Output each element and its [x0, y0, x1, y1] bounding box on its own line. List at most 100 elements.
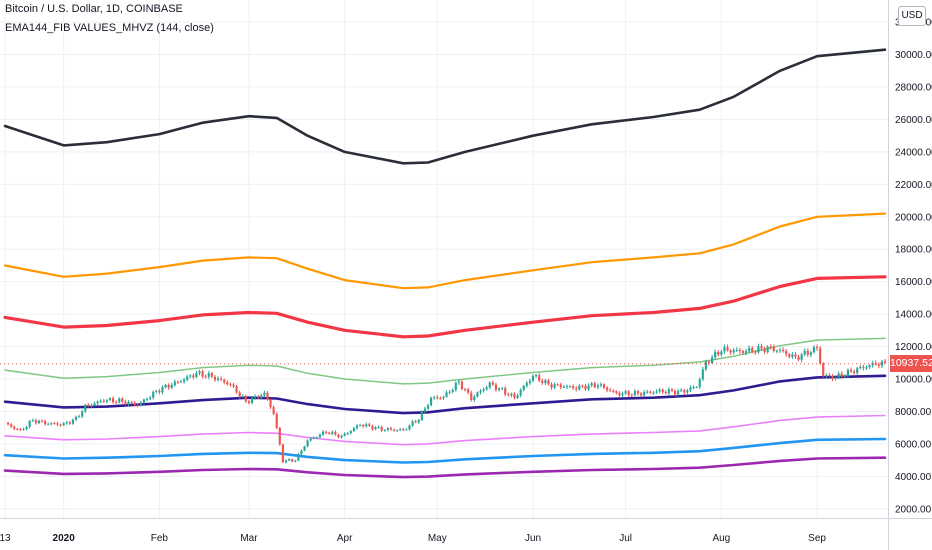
- candle-body: [785, 351, 788, 355]
- candle-body: [868, 365, 871, 368]
- candle-body: [501, 388, 504, 390]
- candle-body: [494, 384, 498, 390]
- candle-body: [186, 376, 189, 380]
- candle-body: [831, 375, 834, 379]
- candle-body: [71, 419, 75, 424]
- indicator-legend[interactable]: EMA144_FIB VALUES_MHVZ (144, close): [5, 22, 214, 34]
- candle-body: [711, 357, 714, 363]
- candle-body: [680, 390, 683, 392]
- candle-body: [161, 387, 164, 393]
- candle-body: [683, 390, 686, 393]
- candle-body: [837, 373, 840, 378]
- candle-body: [111, 398, 115, 403]
- currency-button[interactable]: USD: [898, 6, 926, 26]
- candle-body: [646, 391, 649, 393]
- candle-body: [294, 460, 297, 462]
- candle-body: [349, 430, 352, 434]
- candle-body: [343, 433, 346, 436]
- candle-body: [445, 392, 448, 397]
- candle-body: [633, 391, 636, 396]
- candle-body: [677, 390, 680, 395]
- x-tick-label: Sep: [808, 533, 826, 544]
- candle-body: [220, 378, 223, 380]
- candle-body: [504, 388, 507, 395]
- candle-body: [726, 347, 729, 351]
- time-axis[interactable]: 13 2020 Feb Mar Apr May Jun Jul Aug Sep: [0, 518, 932, 545]
- candle-body: [176, 381, 179, 383]
- candle-body: [414, 421, 417, 423]
- candle-body: [7, 423, 10, 425]
- candle-body: [78, 416, 81, 418]
- candle-body: [34, 420, 37, 424]
- candle-body: [704, 361, 707, 370]
- candle-body: [291, 459, 294, 462]
- candle-body: [849, 369, 853, 372]
- candle-body: [661, 389, 664, 393]
- candle-body: [766, 346, 769, 352]
- candle-body: [880, 361, 883, 366]
- candle-body: [877, 364, 880, 366]
- candle-body: [28, 421, 31, 427]
- candle-body: [340, 435, 343, 438]
- candle-body: [735, 349, 738, 351]
- candle-body: [751, 348, 754, 352]
- last-price-label: 10937.52: [890, 355, 932, 373]
- candle-body: [207, 373, 210, 377]
- candle-body: [454, 382, 457, 390]
- candle-body: [374, 427, 377, 430]
- candle-body: [37, 420, 41, 424]
- candle-body: [68, 422, 71, 424]
- series-line-5: [3, 374, 887, 415]
- candle-body: [806, 350, 809, 355]
- candle-body: [250, 397, 254, 403]
- y-tick-label: 26000.00: [895, 115, 932, 126]
- candle-body: [254, 396, 257, 398]
- candle-body: [744, 351, 748, 353]
- candle-body: [782, 349, 785, 352]
- candle-body: [698, 379, 701, 387]
- y-tick-label: 2000.00: [895, 504, 932, 515]
- candle-body: [862, 367, 865, 369]
- series-line-2: [3, 212, 887, 290]
- symbol-title: Bitcoin / U.S. Dollar, 1D, COINBASE: [5, 3, 183, 15]
- candle-body: [497, 388, 501, 390]
- candle-body: [235, 386, 238, 393]
- candle-body: [525, 382, 528, 386]
- candle-body: [439, 398, 442, 400]
- candle-body: [201, 371, 204, 377]
- price-axis[interactable]: 2000.00 4000.00 6000.00 8000.00 10000.00 1200…: [888, 0, 932, 550]
- candle-body: [701, 369, 704, 380]
- candle-body: [164, 384, 167, 388]
- candle-body: [741, 351, 745, 353]
- candle-body: [636, 391, 640, 394]
- candle-body: [840, 373, 843, 377]
- candle-body: [195, 373, 198, 378]
- ema-fib-lines: [3, 48, 887, 479]
- x-tick-label: Mar: [240, 533, 258, 544]
- candle-body: [618, 392, 621, 396]
- candle-body: [303, 446, 306, 451]
- candle-body: [124, 401, 127, 405]
- candle-body: [210, 373, 213, 377]
- candle-body: [102, 400, 105, 402]
- candle-body: [859, 367, 862, 369]
- candle-body: [778, 349, 782, 351]
- candle-body: [309, 438, 312, 441]
- candle-body: [479, 390, 482, 393]
- candle-body: [44, 421, 47, 425]
- x-tick-label: 2020: [53, 533, 76, 544]
- candle-body: [522, 385, 525, 390]
- x-tick-label: Jun: [525, 533, 541, 544]
- candle-body: [485, 387, 488, 390]
- candle-body: [473, 396, 476, 401]
- candle-body: [260, 395, 263, 398]
- candle-body: [689, 387, 692, 391]
- candle-body: [411, 421, 414, 426]
- candle-body: [812, 347, 816, 353]
- candle-body: [84, 404, 87, 412]
- candle-body: [420, 411, 423, 420]
- y-tick-label: 22000.00: [895, 180, 932, 191]
- candle-body: [93, 403, 96, 406]
- candle-body: [74, 416, 78, 420]
